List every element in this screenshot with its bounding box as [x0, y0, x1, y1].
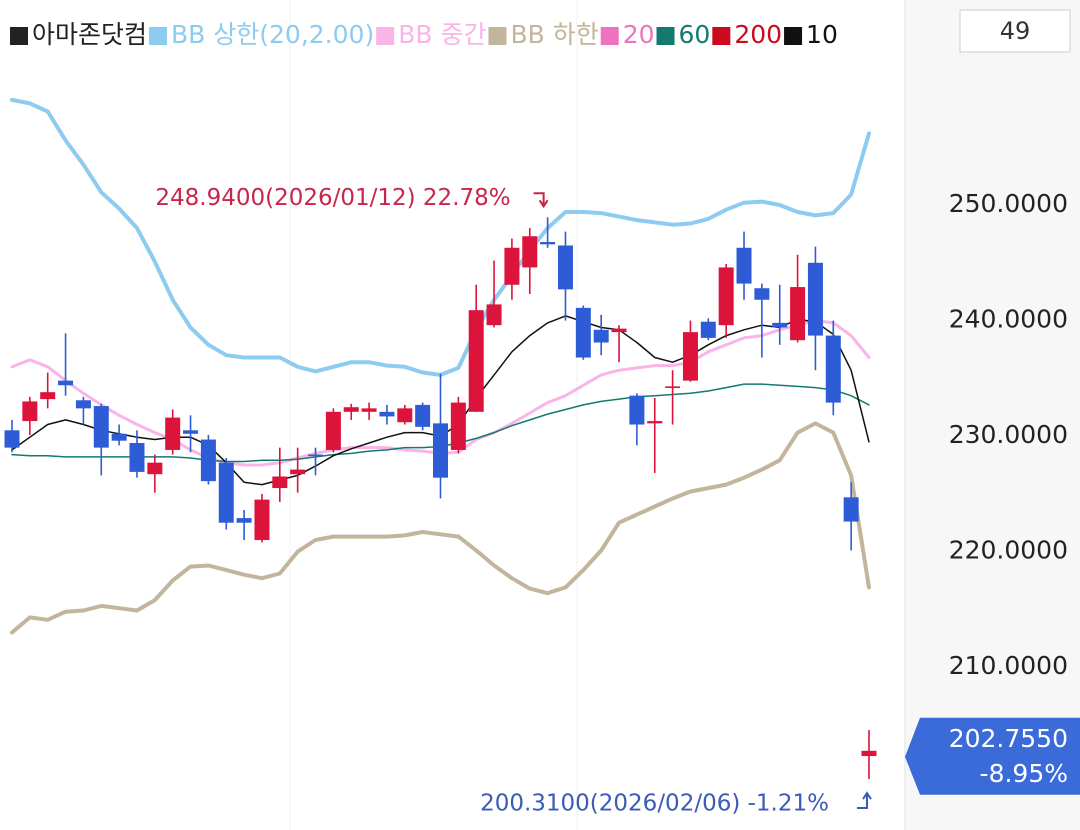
candle-body	[450, 402, 466, 450]
candle-body	[111, 433, 127, 441]
candle-body	[665, 386, 681, 389]
candle-body	[218, 462, 234, 523]
indicator-line	[10, 421, 871, 635]
candle-body	[557, 245, 573, 290]
legend-swatch	[600, 27, 619, 45]
candle-body	[468, 310, 484, 412]
candle-body	[343, 407, 359, 412]
candle-body	[772, 322, 788, 328]
candle-body	[433, 423, 448, 478]
candle-body	[718, 267, 734, 326]
candle-body	[361, 408, 377, 412]
candle-body	[4, 430, 20, 448]
counter: 49	[1000, 17, 1031, 45]
candle-body	[129, 443, 145, 472]
candle-body	[397, 408, 413, 423]
y-tick-label: 210.0000	[949, 651, 1068, 680]
candle-body	[540, 242, 556, 245]
candle-body	[861, 750, 877, 757]
legend-label: 20	[623, 20, 655, 49]
y-tick-label: 220.0000	[949, 536, 1068, 565]
price-tag-label: 202.7550	[949, 724, 1068, 753]
candle-body	[147, 462, 163, 475]
legend-label: BB 중간	[398, 20, 486, 49]
candle-body	[236, 518, 252, 523]
candle-body	[165, 417, 181, 450]
candle-body	[790, 287, 806, 341]
candle-body	[415, 404, 431, 427]
legend-label: 아마존닷컴	[32, 20, 147, 49]
axis-panel	[905, 0, 1080, 830]
legend-swatch	[488, 27, 507, 45]
y-tick-label: 250.0000	[949, 189, 1068, 218]
legend-swatch	[149, 27, 168, 45]
candle-body	[183, 430, 199, 434]
legend-label: 60	[679, 20, 711, 49]
candle-body	[522, 236, 538, 268]
candle-body	[308, 454, 324, 457]
legend-label: 200	[734, 20, 782, 49]
price-tag	[905, 717, 1080, 795]
candle-body	[843, 497, 859, 522]
candle-body	[700, 321, 716, 338]
y-tick-label: 230.0000	[949, 420, 1068, 449]
legend-swatch	[712, 27, 731, 45]
legend-label: BB 상한(20,2.00)	[171, 20, 374, 49]
candle-body	[736, 247, 752, 284]
y-tick-label: 240.0000	[949, 305, 1068, 334]
legend-label: 10	[806, 20, 838, 49]
candle-body	[486, 304, 502, 326]
candle-body	[682, 332, 698, 381]
candle-body	[40, 392, 56, 400]
candle-body	[75, 400, 91, 409]
candle-body	[593, 329, 609, 343]
candle-body	[22, 401, 38, 422]
legend-label: BB 하한	[510, 20, 598, 49]
candle-body	[379, 411, 395, 417]
high-arrow	[533, 192, 549, 209]
candle-body	[611, 328, 627, 333]
counter-box[interactable]	[959, 9, 1071, 53]
candle-body	[629, 395, 645, 425]
candle-body	[290, 469, 306, 475]
candle-body	[58, 380, 74, 386]
candle-body	[575, 307, 591, 358]
candle-body	[504, 247, 520, 285]
candle-body	[807, 262, 823, 336]
low-arrow	[857, 791, 872, 810]
candle-body	[272, 476, 288, 489]
low-annotation: 200.3100(2026/02/06) -1.21%	[480, 791, 829, 817]
candle-body	[254, 499, 270, 541]
candle-body	[325, 411, 341, 450]
candle-body	[825, 335, 841, 403]
candle-body	[754, 288, 770, 300]
legend-swatch	[376, 27, 395, 45]
legend-swatch	[656, 27, 675, 45]
price-tag-change: -8.95%	[980, 759, 1068, 788]
legend-swatch	[784, 27, 803, 45]
candle-body	[647, 421, 663, 424]
candle-body	[200, 439, 216, 482]
candle-body	[93, 406, 109, 448]
legend-swatch	[10, 27, 28, 45]
high-annotation: 248.9400(2026/01/12) 22.78%	[155, 185, 510, 211]
